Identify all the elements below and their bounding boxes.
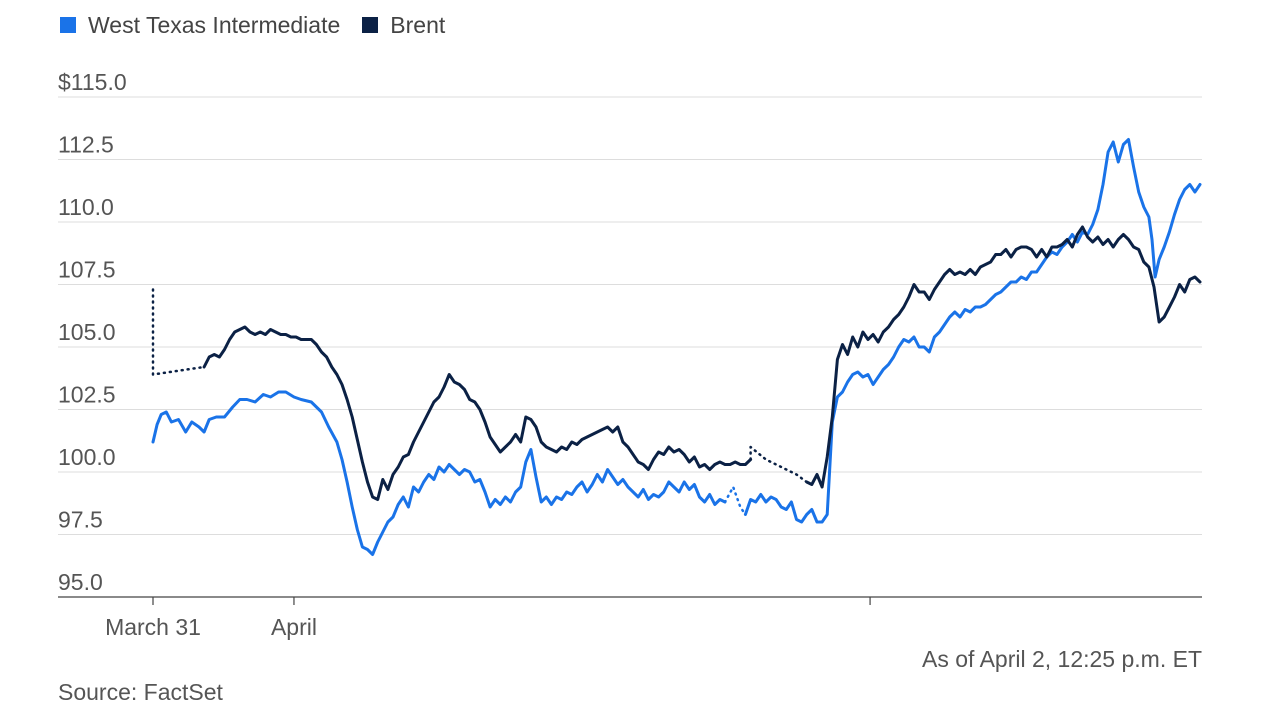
x-tick-label: April [271, 614, 317, 640]
brent-line-solid [805, 225, 1202, 489]
y-tick-label: 105.0 [58, 319, 116, 345]
y-tick-label: 95.0 [58, 569, 103, 595]
y-tick-label: 110.0 [58, 194, 114, 220]
wti-line-solid [743, 138, 1202, 524]
brent-line-dotted [151, 288, 206, 376]
brent-line-dotted [749, 445, 808, 484]
timestamp-note: As of April 2, 12:25 p.m. ET [922, 646, 1202, 672]
legend-swatch-wti [60, 17, 76, 33]
source-note: Source: FactSet [58, 679, 223, 705]
x-tick-label: March 31 [105, 614, 201, 640]
y-tick-label: 97.5 [58, 507, 103, 533]
wti-line-solid [151, 390, 727, 556]
legend-swatch-brent [362, 17, 379, 33]
y-tick-label: 100.0 [58, 444, 116, 470]
legend-item-wti[interactable]: West Texas Intermediate [60, 12, 340, 39]
legend-label-brent: Brent [390, 11, 446, 38]
brent-line-solid [202, 325, 753, 501]
y-tick-label: 112.5 [58, 132, 114, 158]
series-brent [151, 225, 1202, 501]
y-tick-label: $115.0 [58, 69, 127, 95]
legend-label-wti: West Texas Intermediate [88, 11, 341, 38]
y-tick-label: 102.5 [58, 382, 116, 408]
y-tick-label: 107.5 [58, 257, 116, 283]
series-wti [151, 138, 1202, 556]
chart-plot-area: $115.0 112.5 110.0 107.5 105.0 102.5 100.0 97.5… [58, 69, 1202, 640]
wti-line-dotted [723, 485, 747, 516]
legend: West Texas Intermediate Brent [60, 10, 467, 40]
legend-item-brent[interactable]: Brent [362, 12, 445, 39]
